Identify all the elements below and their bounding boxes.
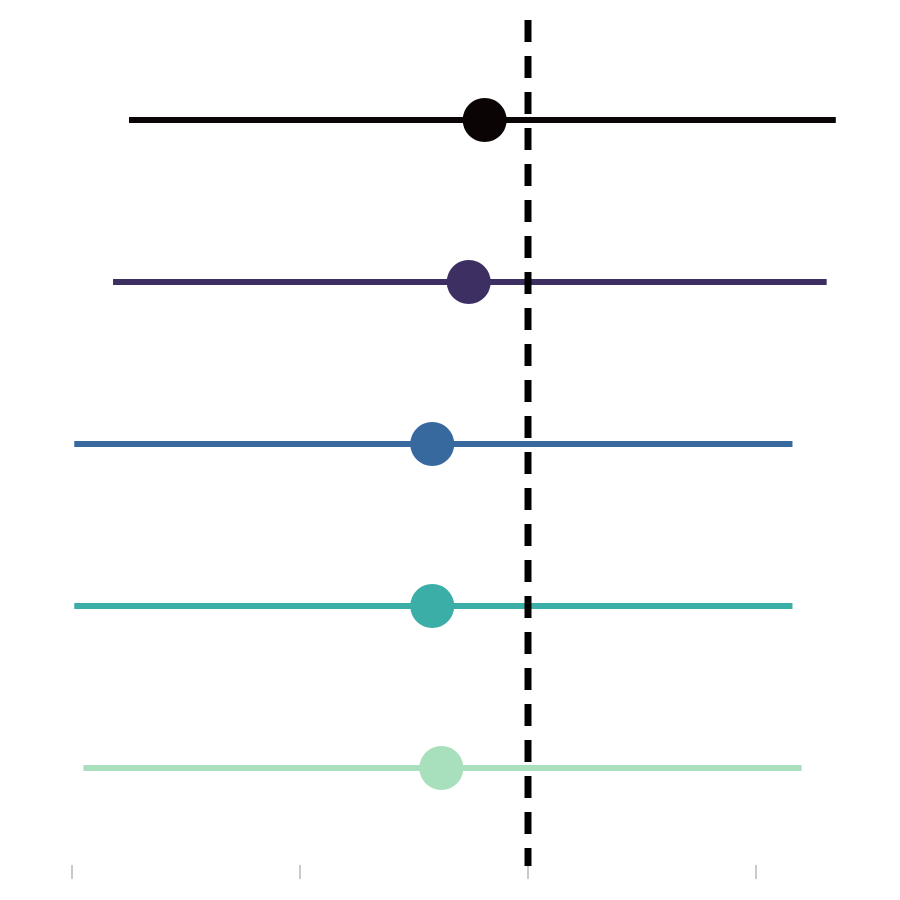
point-estimate-3 <box>410 422 455 466</box>
point-estimate-5 <box>419 746 464 790</box>
point-estimate-1 <box>462 98 507 142</box>
point-estimate-2 <box>446 260 491 304</box>
point-estimate-4 <box>410 584 455 628</box>
